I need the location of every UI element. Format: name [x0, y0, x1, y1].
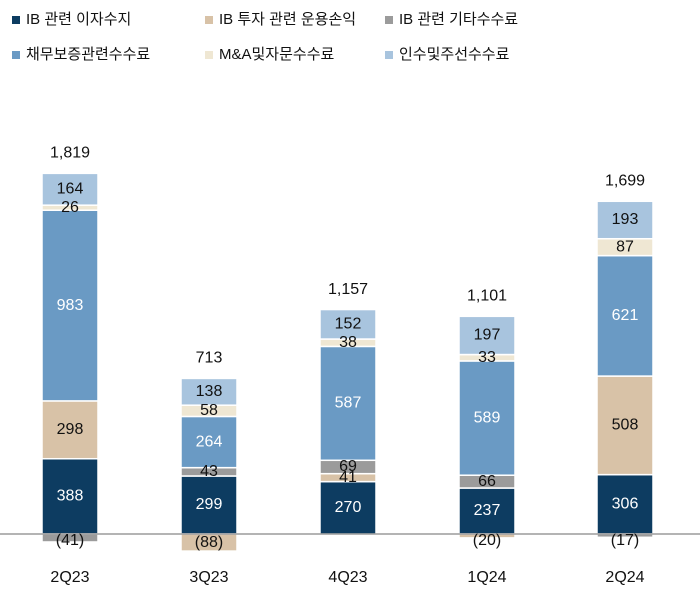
data-label: 58	[200, 402, 218, 419]
bar-segment	[319, 308, 377, 340]
data-label: 193	[612, 211, 639, 228]
legend-marker	[205, 16, 213, 24]
data-label: 38	[339, 334, 357, 351]
legend-label: 인수및주선수수료	[399, 46, 510, 63]
data-label: 298	[57, 421, 84, 438]
data-label: 197	[474, 327, 501, 344]
bar-segment	[41, 400, 99, 460]
bar-segment	[41, 172, 99, 206]
x-tick-label: 2Q23	[50, 569, 89, 586]
bar-segment	[458, 360, 516, 476]
legend-label: IB 투자 관련 운용손익	[219, 11, 356, 28]
bar-segment	[596, 200, 654, 240]
legend-marker	[12, 51, 20, 59]
bar-segment	[41, 457, 99, 535]
legend-marker	[205, 51, 213, 59]
data-label: 1,819	[50, 145, 90, 162]
data-label: 388	[57, 488, 84, 505]
data-label: 983	[57, 297, 84, 314]
data-label: 43	[200, 463, 218, 480]
x-tick-label: 2Q24	[605, 569, 644, 586]
data-label: 69	[339, 458, 357, 475]
x-tick-label: 3Q23	[189, 569, 228, 586]
legend-label: IB 관련 이자수지	[26, 11, 131, 28]
data-label: 306	[612, 496, 639, 513]
legend-label: M&A및자문수수료	[219, 46, 335, 63]
legend-label: IB 관련 기타수수료	[399, 11, 518, 28]
legend-label: 채무보증관련수수료	[26, 46, 150, 63]
data-label: 138	[196, 383, 223, 400]
data-label: (88)	[195, 534, 223, 551]
data-label: 237	[474, 502, 501, 519]
data-label: (41)	[56, 532, 84, 549]
bar-segment	[596, 254, 654, 377]
data-label: 26	[61, 199, 79, 216]
data-label: 33	[478, 349, 496, 366]
data-label: 713	[196, 350, 223, 367]
data-label: 270	[335, 499, 362, 516]
data-label: 589	[474, 409, 501, 426]
data-label: 66	[478, 473, 496, 490]
data-label: 41	[339, 469, 357, 486]
legend-marker	[12, 16, 20, 24]
bar-segment	[41, 209, 99, 402]
data-label: 164	[57, 180, 84, 197]
bar-segment	[180, 377, 238, 406]
legend-marker	[385, 16, 393, 24]
data-label: 264	[196, 433, 223, 450]
data-label: 87	[616, 238, 634, 255]
x-tick-label: 4Q23	[328, 569, 367, 586]
data-label: (20)	[473, 532, 501, 549]
x-tick-label: 1Q24	[467, 569, 506, 586]
data-label: 587	[335, 395, 362, 412]
bar-segment	[458, 315, 516, 356]
bar-segment	[319, 345, 377, 462]
data-label: 1,157	[328, 281, 368, 298]
bar-segment	[319, 480, 377, 535]
data-label: 1,101	[467, 288, 507, 305]
data-label: 1,699	[605, 173, 645, 190]
bar-segment	[596, 473, 654, 535]
bar-segment	[596, 375, 654, 476]
data-label: 621	[612, 307, 639, 324]
legend-marker	[385, 51, 393, 59]
data-label: 299	[196, 496, 223, 513]
data-label: 508	[612, 417, 639, 434]
data-label: 152	[335, 316, 362, 333]
data-label: (17)	[611, 532, 639, 549]
